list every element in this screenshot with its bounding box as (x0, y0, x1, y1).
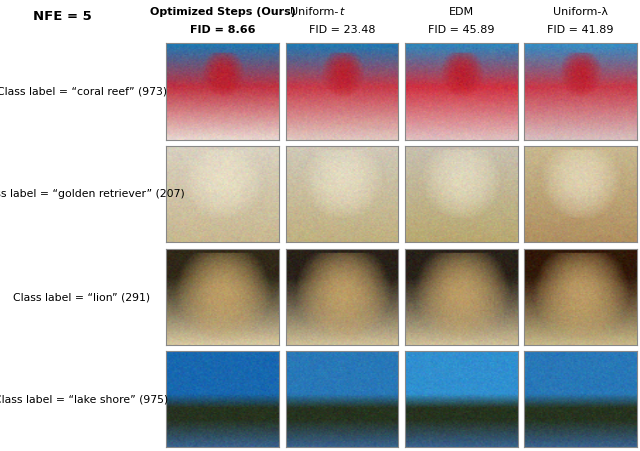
Text: EDM: EDM (449, 7, 474, 17)
Text: Class label = “coral reef” (973): Class label = “coral reef” (973) (0, 87, 166, 97)
Text: Class label = “lion” (291): Class label = “lion” (291) (13, 292, 150, 302)
Text: Class label = “lake shore” (975): Class label = “lake shore” (975) (0, 395, 169, 405)
Text: Uniform-λ: Uniform-λ (553, 7, 608, 17)
Text: Class label = “golden retriever” (207): Class label = “golden retriever” (207) (0, 189, 185, 199)
Text: FID = 8.66: FID = 8.66 (190, 25, 255, 35)
Text: Optimized Steps (Ours): Optimized Steps (Ours) (150, 7, 296, 17)
Text: t: t (339, 7, 343, 17)
Text: FID = 41.89: FID = 41.89 (547, 25, 614, 35)
Text: Uniform-: Uniform- (291, 7, 339, 17)
Text: FID = 45.89: FID = 45.89 (428, 25, 495, 35)
Text: FID = 23.48: FID = 23.48 (308, 25, 375, 35)
Text: NFE = 5: NFE = 5 (33, 10, 92, 23)
